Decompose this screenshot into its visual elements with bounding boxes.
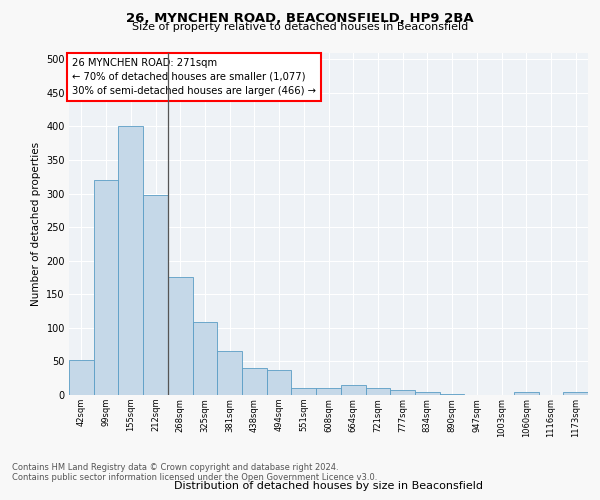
Y-axis label: Number of detached properties: Number of detached properties: [31, 142, 41, 306]
Bar: [143, 195, 168, 395]
Bar: [440, 394, 464, 395]
Bar: [217, 352, 242, 395]
Bar: [390, 390, 415, 395]
Bar: [267, 370, 292, 395]
Bar: [118, 126, 143, 395]
Text: 26 MYNCHEN ROAD: 271sqm
← 70% of detached houses are smaller (1,077)
30% of semi: 26 MYNCHEN ROAD: 271sqm ← 70% of detache…: [71, 58, 316, 96]
Bar: [365, 388, 390, 395]
Bar: [168, 277, 193, 395]
X-axis label: Distribution of detached houses by size in Beaconsfield: Distribution of detached houses by size …: [174, 482, 483, 492]
Bar: [94, 180, 118, 395]
Bar: [242, 368, 267, 395]
Bar: [341, 385, 365, 395]
Text: Contains HM Land Registry data © Crown copyright and database right 2024.: Contains HM Land Registry data © Crown c…: [12, 462, 338, 471]
Bar: [193, 322, 217, 395]
Bar: [563, 392, 588, 395]
Text: Contains public sector information licensed under the Open Government Licence v3: Contains public sector information licen…: [12, 472, 377, 482]
Bar: [316, 388, 341, 395]
Text: Size of property relative to detached houses in Beaconsfield: Size of property relative to detached ho…: [132, 22, 468, 32]
Bar: [69, 360, 94, 395]
Text: 26, MYNCHEN ROAD, BEACONSFIELD, HP9 2BA: 26, MYNCHEN ROAD, BEACONSFIELD, HP9 2BA: [126, 12, 474, 26]
Bar: [415, 392, 440, 395]
Bar: [514, 392, 539, 395]
Bar: [292, 388, 316, 395]
